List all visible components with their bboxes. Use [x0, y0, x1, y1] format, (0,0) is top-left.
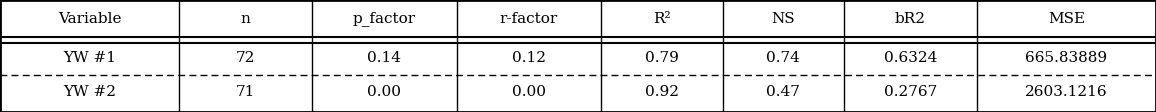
Text: 0.47: 0.47: [766, 85, 800, 99]
Text: R²: R²: [653, 12, 670, 26]
Text: n: n: [240, 12, 251, 26]
Text: r-factor: r-factor: [499, 12, 558, 26]
Text: NS: NS: [771, 12, 795, 26]
Text: 0.12: 0.12: [512, 51, 546, 65]
Text: Variable: Variable: [58, 12, 121, 26]
Text: 0.92: 0.92: [645, 85, 679, 99]
Text: bR2: bR2: [895, 12, 926, 26]
Text: MSE: MSE: [1047, 12, 1085, 26]
Text: 0.00: 0.00: [512, 85, 546, 99]
Text: 2603.1216: 2603.1216: [1025, 85, 1107, 99]
Text: 0.74: 0.74: [766, 51, 800, 65]
Text: YW #2: YW #2: [64, 85, 116, 99]
Text: 665.83889: 665.83889: [1025, 51, 1107, 65]
Text: 72: 72: [236, 51, 255, 65]
Text: p_factor: p_factor: [353, 11, 416, 26]
Text: 0.79: 0.79: [645, 51, 679, 65]
Text: 71: 71: [236, 85, 255, 99]
Text: 0.6324: 0.6324: [883, 51, 938, 65]
Text: 0.2767: 0.2767: [883, 85, 938, 99]
Text: 0.14: 0.14: [368, 51, 401, 65]
Text: 0.00: 0.00: [368, 85, 401, 99]
Text: YW #1: YW #1: [64, 51, 116, 65]
